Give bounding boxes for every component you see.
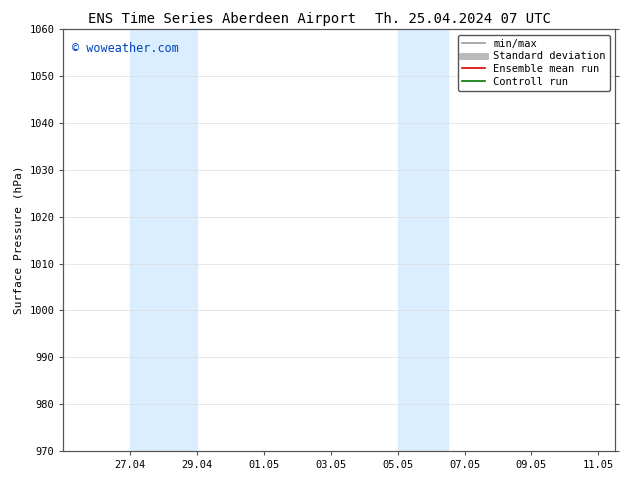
Text: © woweather.com: © woweather.com — [72, 42, 179, 55]
Text: ENS Time Series Aberdeen Airport: ENS Time Series Aberdeen Airport — [88, 12, 356, 26]
Legend: min/max, Standard deviation, Ensemble mean run, Controll run: min/max, Standard deviation, Ensemble me… — [458, 35, 610, 91]
Bar — [398, 29, 448, 451]
Text: Th. 25.04.2024 07 UTC: Th. 25.04.2024 07 UTC — [375, 12, 551, 26]
Y-axis label: Surface Pressure (hPa): Surface Pressure (hPa) — [14, 166, 24, 315]
Bar — [130, 29, 197, 451]
